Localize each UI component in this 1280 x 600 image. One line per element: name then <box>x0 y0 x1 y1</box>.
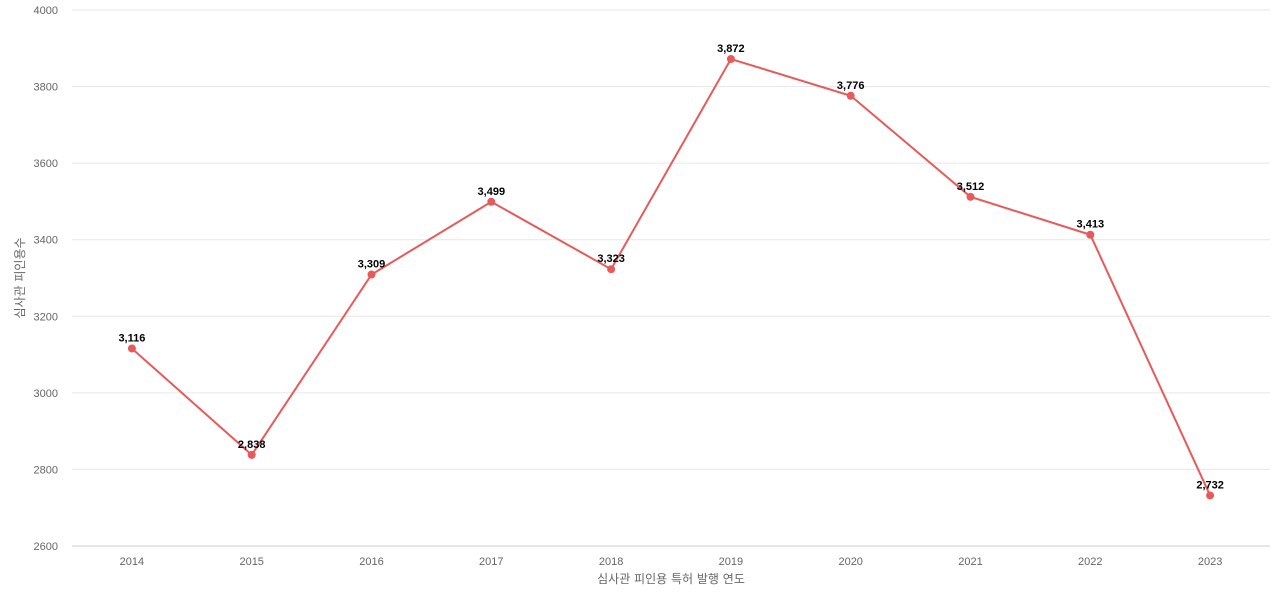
data-point <box>607 265 616 274</box>
x-tick-label: 2020 <box>838 556 862 568</box>
data-label: 3,323 <box>597 253 625 265</box>
series-layer <box>127 55 1215 500</box>
x-tick-label: 2021 <box>958 556 982 568</box>
x-tick-label: 2022 <box>1078 556 1102 568</box>
data-label: 3,872 <box>717 43 745 55</box>
x-tick-label: 2017 <box>479 556 503 568</box>
label-layer: 3,116 2,838 3,309 3,499 3,323 3,872 3,776 3,512… <box>118 43 1223 491</box>
series-line <box>131 57 1212 496</box>
y-tick-label: 3400 <box>34 235 58 247</box>
data-point <box>367 270 376 279</box>
data-label: 3,413 <box>1077 219 1105 231</box>
data-point <box>726 55 735 64</box>
data-label: 2,838 <box>238 439 266 451</box>
axis-layer: 2600 2800 3000 3200 3400 3600 3800 4000 2014 2015… <box>34 5 1270 568</box>
data-label: 2,732 <box>1196 479 1224 491</box>
data-point <box>127 344 136 353</box>
x-tick-label: 2014 <box>120 556 144 568</box>
y-tick-label: 2800 <box>34 464 58 476</box>
x-tick-label: 2023 <box>1198 556 1222 568</box>
y-tick-label: 2600 <box>34 541 58 553</box>
y-tick-label: 3800 <box>34 82 58 94</box>
y-tick-label: 3600 <box>34 158 58 170</box>
x-tick-label: 2016 <box>359 556 383 568</box>
y-tick-label: 3200 <box>34 311 58 323</box>
data-label: 3,499 <box>478 186 506 198</box>
x-axis-title: 심사관 피인용 특허 발행 연도 <box>597 571 745 586</box>
x-tick-label: 2018 <box>599 556 623 568</box>
data-point <box>1086 230 1095 239</box>
data-point <box>846 91 855 100</box>
data-point <box>966 192 975 201</box>
data-label: 3,776 <box>837 80 865 92</box>
y-axis-title: 심사관 피인용수 <box>13 237 27 318</box>
data-label: 3,512 <box>957 181 985 193</box>
data-label: 3,309 <box>358 259 386 271</box>
data-point <box>247 450 256 459</box>
y-tick-label: 4000 <box>34 5 58 17</box>
data-point <box>487 197 496 206</box>
grid-layer <box>72 9 1270 470</box>
data-label: 3,116 <box>118 332 145 344</box>
y-tick-label: 3000 <box>34 388 58 400</box>
data-point <box>1206 491 1215 500</box>
x-tick-label: 2019 <box>719 556 743 568</box>
x-tick-label: 2015 <box>239 556 263 568</box>
